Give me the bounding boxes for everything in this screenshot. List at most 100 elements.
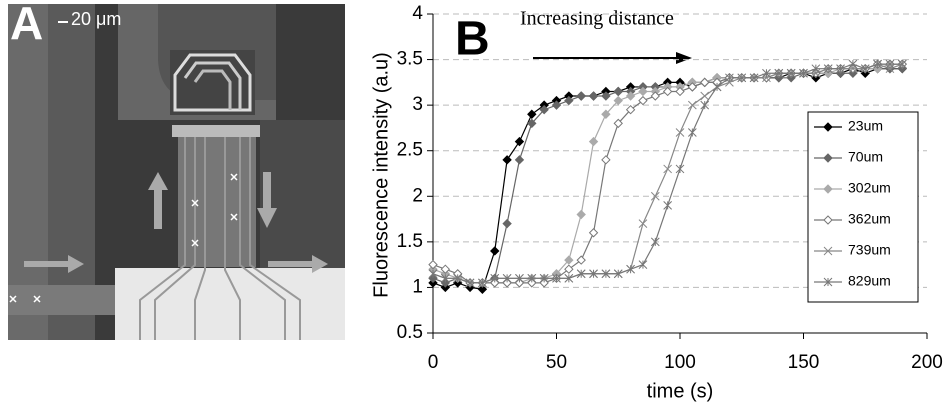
point [502,273,512,283]
legend-marker [823,122,833,132]
point [712,82,722,92]
y-tick-label: 1.5 [397,231,423,252]
x-axis-title: time (s) [647,380,714,402]
point [662,86,673,97]
scale-bar-label: 20 μm [71,9,121,29]
point [725,73,734,83]
x-tick-label: 150 [788,352,820,373]
point [514,136,525,147]
point [638,95,648,106]
point [762,68,771,78]
point [625,104,636,115]
point [687,100,697,110]
legend-label: 70um [848,149,883,165]
point [613,95,623,106]
point [613,86,623,97]
point [564,264,574,274]
y-axis-title: Fluorescence intensity (a.u) [370,52,392,298]
point [478,278,487,288]
point [588,91,599,101]
point [613,269,623,279]
legend-label: 739um [848,242,891,258]
y-tick-label: 3.5 [397,49,423,70]
point [465,278,475,288]
panel-label: A [10,0,43,49]
point [885,64,895,74]
point [836,64,845,74]
point [527,118,537,129]
point [601,109,611,119]
y-tick-label: 2 [412,185,423,206]
x-tick-label: 50 [546,352,567,373]
point [675,86,685,97]
point [848,64,858,74]
point [774,68,784,78]
point [564,255,574,265]
legend-marker [823,215,833,225]
annotation-arrowhead [676,52,692,64]
panel-label: B [455,13,490,66]
point [860,64,870,74]
point [786,68,796,78]
point [613,118,623,129]
point [440,273,450,283]
point [564,273,574,283]
point [823,64,833,74]
y-tick-label: 3 [412,94,423,115]
y-tick-label: 2.5 [397,140,423,161]
point [564,95,574,106]
point [663,164,673,174]
point [428,269,438,279]
point [539,273,549,283]
point [638,86,648,97]
legend-box [807,111,919,303]
point [625,91,636,101]
point [477,284,488,294]
point [650,91,661,101]
point [502,155,512,165]
point [811,64,821,74]
point [589,269,598,279]
legend-marker [823,184,833,194]
point [490,246,500,256]
point [440,264,451,274]
point [663,201,673,210]
point [650,191,660,201]
point [588,228,599,238]
point [453,273,463,283]
point [601,269,611,279]
y-tick-label: 1 [412,276,423,297]
legend-label: 302um [848,180,891,196]
point [527,273,537,283]
point [897,59,907,69]
point [699,77,710,88]
point [551,100,562,110]
point [675,128,685,137]
point [848,59,858,69]
point [576,91,586,101]
annotation: Increasing distance [520,8,674,30]
point [515,273,524,283]
x-tick-label: 100 [664,352,696,373]
point [490,273,500,283]
micrograph [8,4,345,340]
point [514,155,525,165]
point [527,109,537,119]
point [749,73,759,83]
point [650,237,660,247]
point [675,164,685,174]
point [428,259,438,270]
point [601,155,611,165]
point [576,269,586,279]
point [626,264,635,274]
point [873,59,882,69]
point [588,136,599,147]
y-tick-label: 0.5 [397,322,423,343]
point [552,273,561,283]
point [700,100,710,110]
y-tick-label: 4 [412,3,423,24]
point [885,59,895,69]
x-tick-label: 0 [428,352,439,373]
x-tick-label: 200 [911,352,943,373]
point [539,104,549,115]
